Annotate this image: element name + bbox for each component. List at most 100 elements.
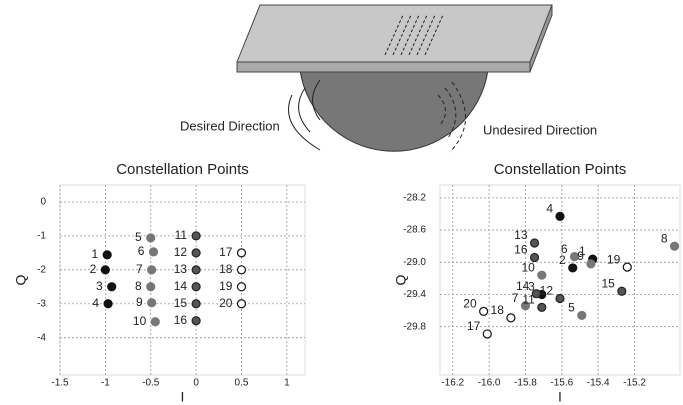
point [237,283,245,291]
y-tick-label: -29.0 [403,257,426,268]
point-label: 6 [138,244,145,258]
point-label: 19 [607,252,621,266]
point [556,295,564,303]
point-label: 19 [219,279,233,293]
x-axis-label: I [181,389,185,405]
point [578,311,586,319]
point-label: 9 [577,249,584,263]
point-label: 18 [491,303,505,317]
x-tick-label: -15.6 [550,378,573,389]
point-label: 20 [463,297,477,311]
point-label: 2 [90,262,97,276]
point-label: 10 [133,314,147,328]
point [618,287,626,295]
x-tick-label: -16.2 [441,378,464,389]
point-label: 3 [96,279,103,293]
x-tick-label: 1 [284,378,290,389]
point-label: 7 [136,262,143,276]
x-axis-label: I [558,389,562,405]
point-label: 6 [561,242,568,256]
point [192,317,200,325]
point-label: 5 [135,230,142,244]
point-label: 14 [174,279,188,293]
point [507,314,515,322]
point [192,249,200,257]
point-label: 13 [174,262,188,276]
point-label: 16 [514,243,528,257]
point [569,264,577,272]
x-tick-label: -15.8 [514,378,537,389]
annotation: Desired Direction [180,118,280,133]
plate-top [237,5,552,62]
point [108,283,116,291]
x-tick-label: -1.5 [51,378,69,389]
point [151,318,159,326]
point [531,253,539,261]
y-axis-label: Q [13,274,29,285]
point-label: 5 [568,301,575,315]
point [556,212,564,220]
x-tick-label: -1 [101,378,110,389]
point-label: 12 [174,245,188,259]
point [147,234,155,242]
point-label: 17 [219,245,233,259]
y-tick-label: -4 [37,332,46,343]
point-label: 9 [136,295,143,309]
y-tick-label: 0 [40,197,46,208]
point-label: 18 [219,262,233,276]
y-tick-label: -1 [37,231,46,242]
point [671,242,679,250]
point-label: 8 [661,231,668,245]
point [147,283,155,291]
point [480,307,488,315]
x-tick-label: 0.5 [235,378,249,389]
y-tick-label: -28.2 [403,193,426,204]
point-label: 4 [546,202,553,216]
y-axis-label: Q [393,274,409,285]
plate-side [237,62,530,72]
point [531,239,539,247]
point [192,266,200,274]
y-tick-label: -2 [37,264,46,275]
y-tick-label: -3 [37,298,46,309]
point-label: 13 [514,228,528,242]
point [538,303,546,311]
point-label: 14 [516,279,530,293]
point [538,271,546,279]
point [532,290,540,298]
point [149,248,157,256]
point-label: 16 [174,313,188,327]
point-label: 11 [175,228,188,242]
point-label: 20 [219,296,233,310]
point [104,300,112,308]
point [237,249,245,257]
antenna-illustration: Desired Direction Undesired Direction [180,5,597,152]
point [148,299,156,307]
point [103,251,111,259]
point-label: 12 [540,284,554,298]
point [148,266,156,274]
y-tick-label: -29.4 [403,289,426,300]
x-tick-label: -0.5 [142,378,160,389]
point-label: 15 [174,296,188,310]
point-label: 17 [467,319,481,333]
point [237,266,245,274]
point [623,263,631,271]
point [587,260,595,268]
x-tick-label: -16.0 [478,378,501,389]
figure: Desired Direction Undesired Direction Co… [0,0,683,405]
point [192,300,200,308]
x-tick-label: -15.4 [587,378,610,389]
x-tick-label: 0 [193,378,199,389]
x-tick-label: -15.2 [623,378,646,389]
point [101,266,109,274]
dome [300,70,488,151]
point-label: 4 [92,296,99,310]
point-label: 7 [512,291,519,305]
point [192,283,200,291]
chart-title: Constellation Points [494,161,627,178]
point-label: 1 [91,247,98,261]
point-label: 15 [601,276,615,290]
point-label: 8 [135,279,142,293]
y-tick-label: -29.8 [403,321,426,332]
